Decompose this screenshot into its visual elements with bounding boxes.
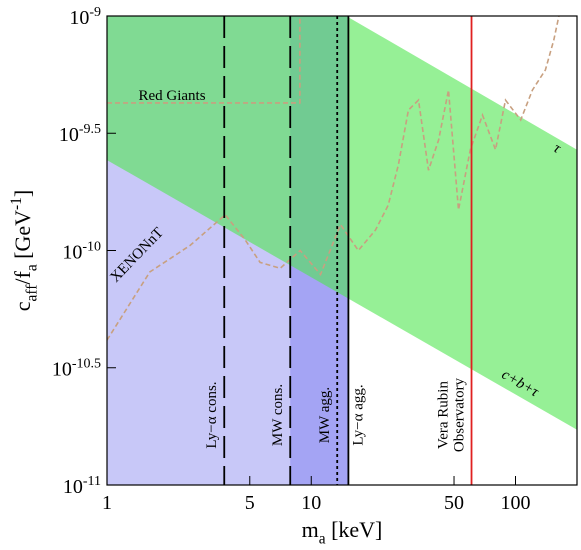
curve-label: Red Giants (138, 88, 205, 104)
bound-label: Observatory (452, 377, 468, 452)
x-tick-label: 50 (444, 492, 464, 514)
x-tick-label: 10 (301, 492, 321, 514)
y-tick-label: 10-10 (62, 240, 101, 264)
y-axis-title: caff/fa [GeV-1] (8, 190, 40, 311)
y-tick-label: 10-9.5 (59, 122, 101, 146)
limit-curve (107, 16, 301, 104)
plot-area (107, 16, 577, 485)
x-tick-label: 1 (102, 492, 112, 514)
bound-label: MW agg. (317, 387, 333, 443)
x-axis-title: ma [keV] (302, 517, 383, 548)
y-tick-label: 10-11 (63, 474, 101, 498)
limit-curve (107, 16, 560, 341)
bound-label: Ly−α agg. (350, 384, 366, 445)
x-tick-label: 100 (501, 492, 531, 514)
x-tick-label: 5 (245, 492, 255, 514)
bound-label: Ly−α cons. (204, 381, 220, 448)
y-tick-label: 10-10.5 (52, 357, 101, 381)
y-tick-label: 10-9 (69, 5, 101, 29)
bound-label: Vera Rubin (436, 381, 452, 449)
bound-label: MW cons. (270, 384, 286, 446)
